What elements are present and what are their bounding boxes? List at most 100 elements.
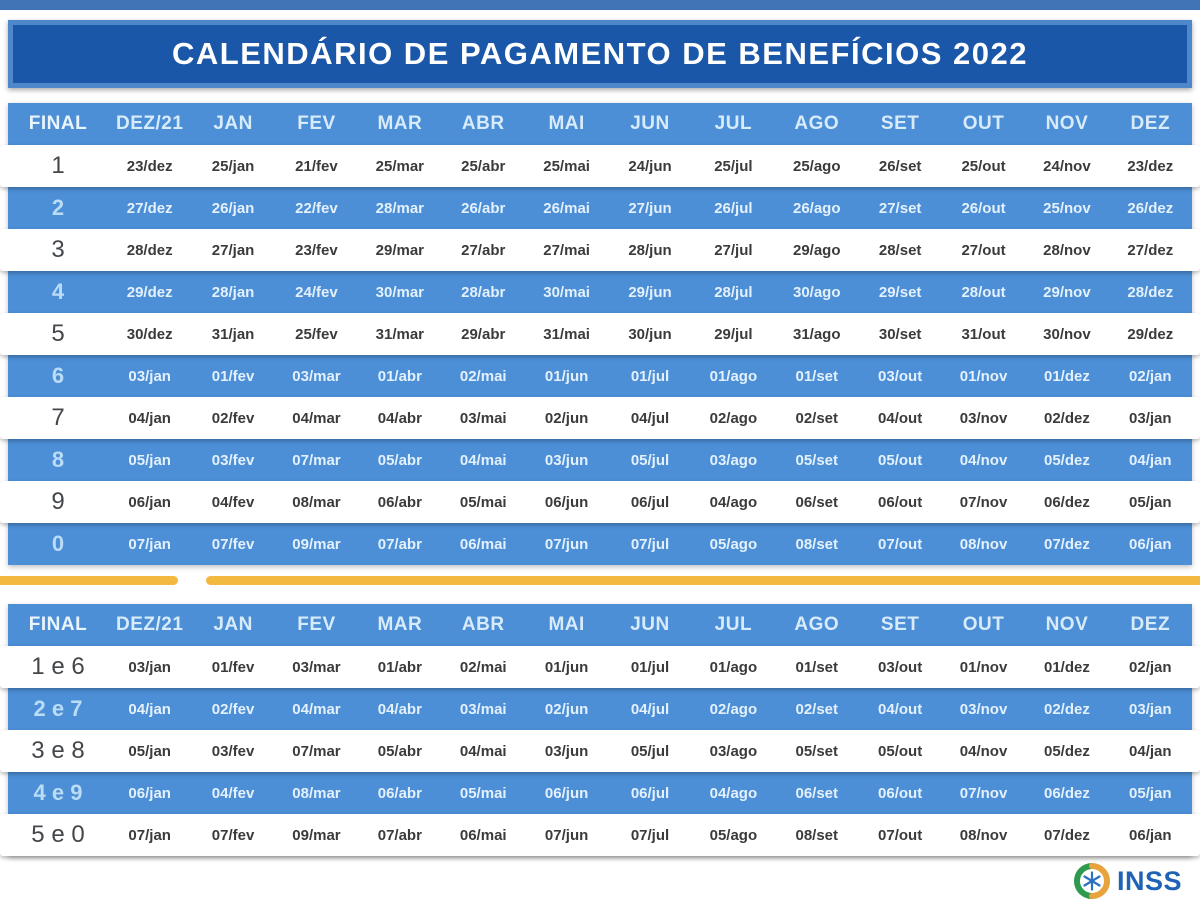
payment-date-cell: 27/out bbox=[961, 241, 1006, 259]
payment-date-cell: 24/nov bbox=[1043, 157, 1091, 175]
payment-date-cell: 06/out bbox=[878, 784, 923, 802]
payment-date-cell: 26/out bbox=[961, 199, 1006, 217]
payment-date-cell: 01/dez bbox=[1043, 658, 1090, 676]
payment-date-cell: 27/jun bbox=[628, 199, 672, 217]
payment-date-cell: 06/jul bbox=[630, 493, 670, 511]
payment-date-cell: 29/mar bbox=[375, 241, 425, 259]
payment-date-cell: 27/dez bbox=[1127, 241, 1174, 259]
payment-date-cell: 31/out bbox=[961, 325, 1006, 343]
table-row-final-3: 3 28/dez 27/jan 23/fev 29/mar 27/abr 27/mai 28/… bbox=[0, 229, 1200, 271]
payment-date-cell: 23/dez bbox=[1127, 157, 1174, 175]
table1-header-row: FINAL DEZ/21 JAN FEV MAR ABR MAI JUN JUL AGO SET OU… bbox=[8, 103, 1192, 145]
payment-date-cell: 28/abr bbox=[461, 283, 506, 301]
payment-date-cell: 05/jul bbox=[630, 451, 670, 469]
payment-date-cell: 08/nov bbox=[959, 826, 1008, 844]
table-row-final-6: 6 03/jan 01/fev 03/mar 01/abr 02/mai 01/jun 01/… bbox=[8, 355, 1192, 397]
payment-date-cell: 05/set bbox=[795, 742, 839, 760]
payment-date-cell: 25/nov bbox=[1043, 199, 1091, 217]
payment-date-cell: 26/jul bbox=[714, 199, 753, 217]
payment-date-cell: 06/jan bbox=[1129, 826, 1172, 844]
payment-date-cell: 27/mai bbox=[543, 241, 590, 259]
column-header-fev: FEV bbox=[297, 614, 336, 635]
payment-date-cell: 01/jul bbox=[630, 658, 670, 676]
payment-date-cell: 01/ago bbox=[709, 367, 758, 385]
payment-date-cell: 25/abr bbox=[461, 157, 506, 175]
payment-date-cell: 28/out bbox=[961, 283, 1006, 301]
payment-date-cell: 30/dez bbox=[126, 325, 173, 343]
final-digit-cell: 5 e 0 bbox=[31, 821, 85, 848]
inss-logo: INSS bbox=[1074, 863, 1182, 899]
payment-date-cell: 01/fev bbox=[211, 658, 255, 676]
payment-date-cell: 02/jun bbox=[544, 700, 589, 718]
payment-table-by-final-digit-pairs: FINAL DEZ/21 JAN FEV MAR ABR MAI JUN JUL AGO SET OU… bbox=[0, 604, 1200, 856]
payment-date-cell: 27/set bbox=[878, 199, 922, 217]
payment-date-cell: 07/out bbox=[878, 826, 923, 844]
payment-date-cell: 02/set bbox=[795, 700, 839, 718]
payment-date-cell: 25/mar bbox=[375, 157, 425, 175]
payment-date-cell: 07/dez bbox=[1043, 826, 1090, 844]
payment-date-cell: 01/ago bbox=[709, 658, 758, 676]
payment-date-cell: 04/jan bbox=[1129, 451, 1172, 469]
payment-date-cell: 29/dez bbox=[1127, 325, 1174, 343]
payment-date-cell: 29/dez bbox=[126, 283, 173, 301]
payment-date-cell: 04/jul bbox=[630, 409, 670, 427]
payment-date-cell: 03/jan bbox=[1129, 700, 1172, 718]
payment-date-cell: 25/jan bbox=[211, 157, 255, 175]
table-row-final-5: 5 30/dez 31/jan 25/fev 31/mar 29/abr 31/mai 30/… bbox=[0, 313, 1200, 355]
payment-date-cell: 03/ago bbox=[709, 451, 758, 469]
payment-date-cell: 26/ago bbox=[792, 199, 841, 217]
payment-date-cell: 02/ago bbox=[709, 409, 758, 427]
payment-date-cell: 04/nov bbox=[959, 742, 1008, 760]
payment-date-cell: 26/mai bbox=[543, 199, 590, 217]
payment-date-cell: 29/jul bbox=[714, 325, 753, 343]
table-row-final-8: 8 05/jan 03/fev 07/mar 05/abr 04/mai 03/jun 05/… bbox=[8, 439, 1192, 481]
payment-date-cell: 05/ago bbox=[709, 535, 758, 553]
payment-date-cell: 04/abr bbox=[377, 409, 422, 427]
payment-date-cell: 28/jul bbox=[714, 283, 753, 301]
payment-date-cell: 03/mar bbox=[292, 658, 341, 676]
payment-date-cell: 03/fev bbox=[211, 451, 255, 469]
payment-date-cell: 23/dez bbox=[126, 157, 173, 175]
payment-date-cell: 02/dez bbox=[1043, 700, 1090, 718]
table-row-final-0: 0 07/jan 07/fev 09/mar 07/abr 06/mai 07/jun 07/… bbox=[8, 523, 1192, 565]
payment-date-cell: 26/abr bbox=[461, 199, 506, 217]
payment-date-cell: 25/mai bbox=[543, 157, 590, 175]
column-header-dez: DEZ bbox=[1130, 113, 1171, 134]
column-header-out: OUT bbox=[962, 614, 1005, 635]
payment-date-cell: 04/jan bbox=[1129, 742, 1172, 760]
payment-date-cell: 07/jan bbox=[128, 535, 171, 553]
table-row-final-1e6: 1 e 6 03/jan 01/fev 03/mar 01/abr 02/mai 01/ju… bbox=[0, 646, 1200, 688]
payment-date-cell: 07/jul bbox=[630, 535, 670, 553]
final-digit-cell: 1 bbox=[51, 152, 65, 179]
inss-logo-emblem bbox=[1074, 863, 1110, 899]
payment-date-cell: 25/jul bbox=[714, 157, 753, 175]
payment-date-cell: 03/out bbox=[878, 658, 923, 676]
inss-logo-text: INSS bbox=[1116, 865, 1182, 896]
payment-date-cell: 05/ago bbox=[709, 826, 758, 844]
payment-date-cell: 28/jun bbox=[628, 241, 672, 259]
payment-date-cell: 07/dez bbox=[1043, 535, 1090, 553]
payment-date-cell: 04/fev bbox=[211, 493, 255, 511]
payment-date-cell: 25/fev bbox=[295, 325, 338, 343]
payment-date-cell: 25/out bbox=[961, 157, 1006, 175]
payment-date-cell: 30/jun bbox=[628, 325, 672, 343]
payment-date-cell: 01/jul bbox=[630, 367, 670, 385]
payment-date-cell: 08/mar bbox=[292, 493, 341, 511]
payment-date-cell: 06/jan bbox=[128, 493, 171, 511]
column-header-dez: DEZ bbox=[1130, 614, 1171, 635]
payment-date-cell: 06/abr bbox=[377, 493, 422, 511]
payment-date-cell: 05/out bbox=[878, 451, 923, 469]
payment-date-cell: 05/jul bbox=[630, 742, 670, 760]
payment-date-cell: 24/jun bbox=[628, 157, 672, 175]
payment-date-cell: 26/jan bbox=[211, 199, 255, 217]
table-row-final-4: 4 29/dez 28/jan 24/fev 30/mar 28/abr 30/mai 29/… bbox=[8, 271, 1192, 313]
payment-date-cell: 03/jun bbox=[544, 742, 589, 760]
column-header-out: OUT bbox=[962, 113, 1005, 134]
column-header-final: FINAL bbox=[28, 113, 88, 134]
payment-date-cell: 31/mai bbox=[543, 325, 590, 343]
payment-date-cell: 04/mai bbox=[459, 451, 507, 469]
payment-date-cell: 05/jan bbox=[128, 451, 171, 469]
final-digit-cell: 1 e 6 bbox=[31, 653, 85, 680]
payment-date-cell: 04/ago bbox=[709, 493, 758, 511]
payment-date-cell: 29/ago bbox=[792, 241, 841, 259]
